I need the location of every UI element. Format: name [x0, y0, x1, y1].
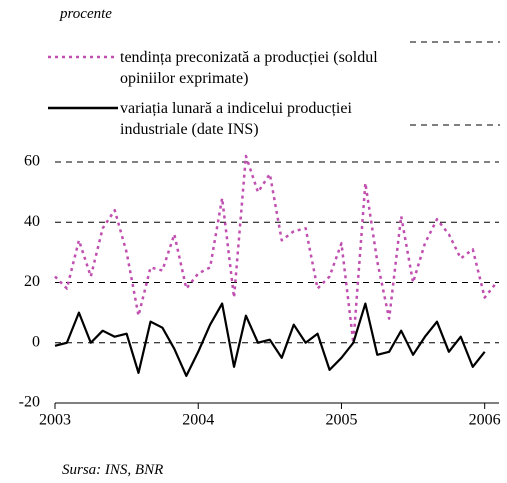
source: Sursa: INS, BNR	[62, 462, 164, 478]
legend-entry: tendința preconizată a producției (soldu…	[120, 49, 378, 87]
y-tick-label: 40	[24, 213, 40, 230]
axis-label: procente	[60, 6, 112, 22]
x-tick-label: 2003	[39, 412, 71, 429]
legend-entry: variația lunară a indicelui producției i…	[120, 100, 352, 138]
y-tick-label: 20	[24, 273, 40, 290]
series-line	[54, 154, 498, 344]
y-tick-label: 0	[32, 333, 40, 350]
x-tick-label: 2006	[469, 412, 501, 429]
x-tick-label: 2005	[325, 412, 357, 429]
series-line	[54, 302, 486, 377]
x-tick-label: 2004	[182, 412, 214, 429]
y-tick-label: 60	[24, 153, 40, 170]
y-tick-label: -20	[19, 394, 40, 411]
